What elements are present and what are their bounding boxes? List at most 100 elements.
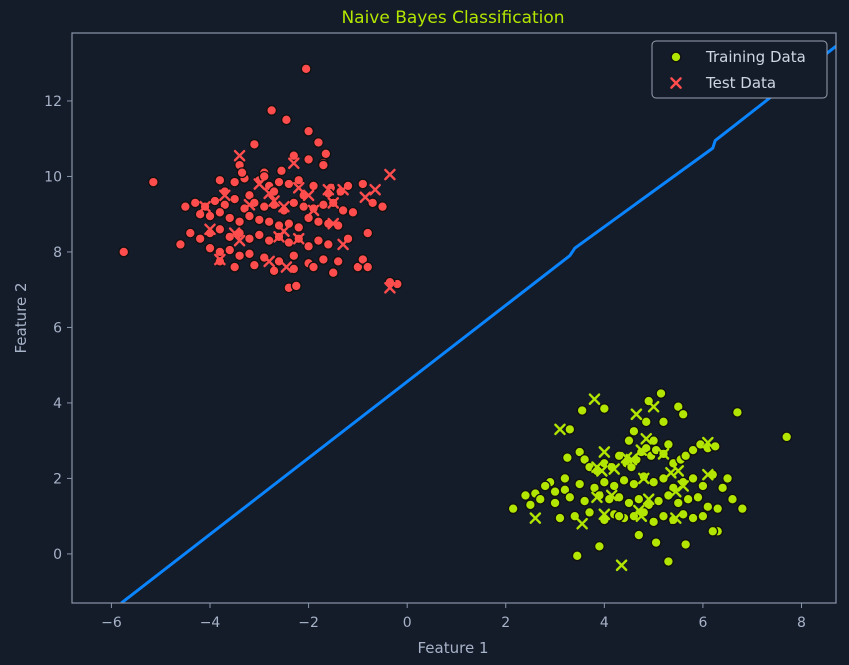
axes: −6 −4 −2 0 2 4 6 8 0 2 4 6 8 10 12 — [44, 32, 837, 631]
training-point-marker — [593, 540, 605, 552]
training-point-marker — [680, 539, 692, 550]
test-point-marker — [615, 559, 628, 572]
training-point-marker — [539, 480, 551, 492]
test-point-marker — [219, 189, 231, 202]
test-point-marker — [635, 510, 648, 522]
test-point-marker — [337, 183, 349, 196]
training-point-marker — [263, 235, 275, 247]
y-tick-label: 12 — [44, 94, 62, 110]
training-point-marker — [680, 450, 692, 462]
training-point-marker — [283, 237, 295, 248]
legend-training-label: Training Data — [705, 48, 806, 66]
test-point-marker — [670, 485, 682, 498]
training-point-marker — [214, 255, 226, 267]
training-point-marker — [147, 176, 159, 188]
training-point-marker — [303, 212, 315, 224]
training-point-marker — [623, 497, 635, 509]
training-point-marker — [288, 250, 300, 262]
training-point-marker — [204, 242, 216, 254]
training-point-marker — [268, 186, 280, 197]
training-point-marker — [638, 471, 650, 482]
training-point-marker — [313, 137, 324, 148]
training-point-marker — [362, 227, 374, 239]
training-point-marker — [658, 510, 669, 522]
training-point-marker — [357, 254, 369, 265]
test-point-marker — [677, 480, 689, 492]
training-point-marker — [781, 431, 793, 443]
test-point-marker — [280, 261, 293, 273]
training-point-marker — [248, 138, 260, 150]
training-point-marker — [584, 506, 595, 518]
y-tick-label: 4 — [53, 396, 62, 412]
y-axis-label: Feature 2 — [12, 283, 30, 354]
training-point-marker — [653, 495, 665, 507]
training-point-marker — [640, 416, 652, 428]
training-point-marker — [332, 220, 344, 231]
training-point-marker — [628, 478, 640, 490]
training-point-marker — [204, 210, 216, 222]
training-point-marker — [662, 439, 674, 450]
training-point-marker — [320, 148, 332, 160]
test-point-marker — [576, 517, 588, 530]
test-point-marker — [233, 234, 246, 247]
training-point-marker — [554, 512, 566, 524]
test-point-marker — [327, 197, 340, 209]
test-point-marker — [327, 217, 340, 230]
training-point-marker — [273, 176, 285, 188]
training-point-marker — [184, 227, 196, 239]
training-point-marker — [682, 493, 694, 505]
training-point-marker — [650, 537, 662, 549]
training-point-marker — [253, 229, 265, 241]
test-point-marker — [243, 198, 256, 211]
y-tick-label: 2 — [53, 471, 62, 487]
training-point-marker — [731, 406, 743, 418]
training-point-marker — [243, 248, 255, 260]
legend-training-marker — [670, 51, 682, 63]
training-point-marker — [234, 250, 246, 262]
training-point-marker — [293, 221, 305, 233]
training-point-marker — [300, 63, 312, 75]
test-point-marker — [214, 253, 226, 266]
training-point-marker — [288, 197, 300, 209]
chart-title: Naive Bayes Classification — [341, 8, 564, 28]
training-point-marker — [697, 480, 709, 492]
training-point-marker — [564, 491, 576, 503]
training-point-marker — [697, 510, 709, 522]
training-point-marker — [633, 529, 645, 541]
training-point-marker — [658, 416, 669, 428]
y-tick-label: 0 — [53, 547, 62, 563]
training-point-marker — [520, 489, 531, 501]
training-point-marker — [224, 212, 236, 224]
training-point-marker — [662, 556, 674, 567]
training-point-marker — [377, 201, 388, 213]
x-tick-label: 8 — [797, 615, 806, 631]
training-point-marker — [727, 493, 738, 505]
test-point-marker — [598, 508, 611, 521]
training-point-marker — [579, 454, 591, 466]
training-point-marker — [209, 195, 221, 207]
test-point-marker — [670, 512, 682, 524]
training-point-marker — [347, 206, 359, 218]
training-point-marker — [303, 125, 315, 137]
training-point-marker — [598, 403, 610, 415]
training-point-marker — [576, 405, 588, 416]
y-tick-label: 8 — [53, 245, 62, 261]
test-point-marker — [630, 408, 643, 421]
training-point-marker — [507, 503, 519, 515]
training-point-marker — [317, 159, 329, 171]
training-point-marker — [534, 493, 546, 505]
training-point-marker — [214, 174, 226, 186]
training-point-marker — [313, 216, 324, 228]
test-point-marker — [598, 446, 611, 458]
test-point-marker — [307, 204, 320, 217]
training-point-marker — [179, 201, 191, 213]
test-point-marker — [359, 191, 372, 204]
training-point-marker — [648, 516, 660, 528]
training-point-marker — [258, 170, 270, 182]
plot-area — [118, 45, 836, 603]
training-point-marker — [266, 104, 278, 116]
training-point-marker — [280, 114, 292, 126]
test-point-marker — [637, 472, 650, 485]
training-point-marker — [549, 486, 561, 498]
